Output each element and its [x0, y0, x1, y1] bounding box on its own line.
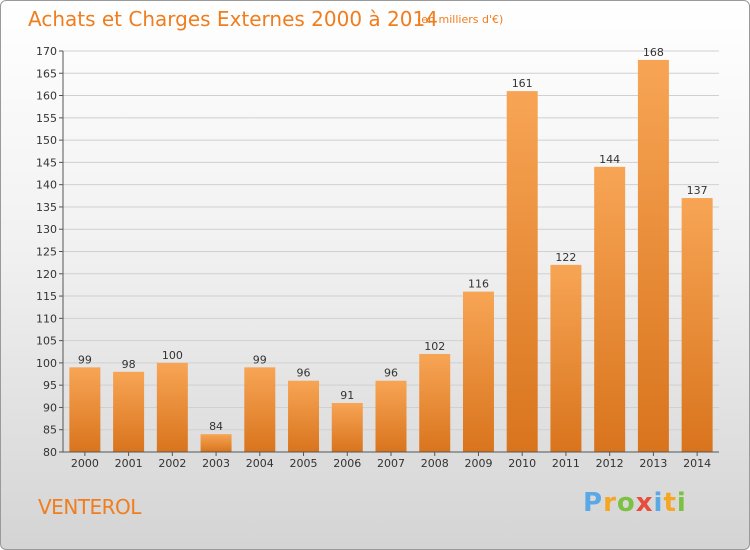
- y-tick-label: 115: [36, 290, 57, 303]
- chart-subtitle: (en milliers d'€): [417, 13, 504, 26]
- value-label: 99: [253, 353, 267, 366]
- logo-letter: o: [616, 488, 636, 518]
- bar: [200, 434, 232, 452]
- bar: [156, 362, 188, 452]
- y-tick-label: 80: [43, 446, 57, 459]
- bar: [331, 402, 363, 452]
- y-tick-label: 125: [36, 246, 57, 259]
- value-label: 96: [297, 367, 311, 380]
- y-tick-label: 120: [36, 268, 57, 281]
- logo-letter: r: [603, 488, 617, 518]
- x-tick-label: 2012: [596, 457, 624, 470]
- logo-letter: i: [653, 488, 664, 518]
- bar: [550, 264, 582, 452]
- y-tick-label: 105: [36, 335, 57, 348]
- x-tick-label: 2011: [552, 457, 580, 470]
- y-tick-label: 90: [43, 401, 57, 414]
- value-label: 137: [687, 184, 708, 197]
- y-axis-ticks: 80 85 90 95 100 105 110 115 120 125 130 135 140 145 15…: [36, 45, 63, 459]
- x-tick-label: 2007: [377, 457, 405, 470]
- axes: [62, 51, 719, 453]
- x-tick-label: 2002: [158, 457, 186, 470]
- bar: [462, 291, 494, 452]
- bar: [375, 380, 407, 452]
- bar: [594, 166, 626, 452]
- value-label: 122: [555, 251, 576, 264]
- x-tick-label: 2008: [421, 457, 449, 470]
- value-labels: 99 98 100 84 99 96 91 96 102 116 161 122 144 168 137: [78, 46, 708, 433]
- bar: [637, 59, 669, 453]
- value-label: 96: [384, 367, 398, 380]
- value-label: 100: [162, 349, 183, 362]
- y-tick-label: 170: [36, 45, 57, 58]
- y-tick-label: 150: [36, 134, 57, 147]
- x-tick-label: 2003: [202, 457, 230, 470]
- x-tick-label: 2000: [71, 457, 99, 470]
- bar: [244, 367, 276, 452]
- bars: [69, 59, 713, 453]
- y-tick-label: 155: [36, 112, 57, 125]
- logo-letter: i: [676, 488, 687, 518]
- bar: [113, 371, 145, 452]
- chart-title: Achats et Charges Externes 2000 à 2014: [28, 7, 438, 31]
- y-tick-label: 85: [43, 424, 57, 437]
- x-tick-label: 2010: [508, 457, 536, 470]
- y-tick-label: 160: [36, 90, 57, 103]
- y-tick-label: 130: [36, 223, 57, 236]
- y-tick-label: 110: [36, 312, 57, 325]
- bar: [506, 91, 538, 452]
- x-tick-label: 2005: [290, 457, 318, 470]
- value-label: 98: [122, 358, 136, 371]
- y-tick-label: 140: [36, 179, 57, 192]
- x-tick-label: 2009: [464, 457, 492, 470]
- value-label: 161: [512, 77, 533, 90]
- x-tick-label: 2014: [683, 457, 711, 470]
- y-tick-label: 135: [36, 201, 57, 214]
- x-axis-ticks: 2000 2001 2002 2003 2004 2005 2006 2007 2008 2009…: [71, 452, 711, 470]
- bar: [419, 353, 451, 452]
- value-label: 99: [78, 353, 92, 366]
- x-tick-label: 2001: [115, 457, 143, 470]
- value-label: 116: [468, 278, 489, 291]
- logo-letter: x: [635, 488, 654, 518]
- y-tick-label: 165: [36, 67, 57, 80]
- logo-letter: t: [663, 488, 677, 518]
- y-tick-label: 100: [36, 357, 57, 370]
- value-label: 91: [340, 389, 354, 402]
- value-label: 168: [643, 46, 664, 59]
- y-tick-label: 95: [43, 379, 57, 392]
- value-label: 144: [599, 153, 620, 166]
- bar: [681, 198, 713, 452]
- commune-name: VENTEROL: [38, 495, 141, 519]
- y-tick-label: 145: [36, 156, 57, 169]
- value-label: 102: [424, 340, 445, 353]
- bar: [69, 367, 101, 452]
- bar: [288, 380, 320, 452]
- logo-letter: P: [583, 488, 604, 518]
- x-tick-label: 2013: [639, 457, 667, 470]
- proxiti-logo: Proxiti: [583, 488, 687, 518]
- x-tick-label: 2004: [246, 457, 274, 470]
- value-label: 84: [209, 420, 223, 433]
- x-tick-label: 2006: [333, 457, 361, 470]
